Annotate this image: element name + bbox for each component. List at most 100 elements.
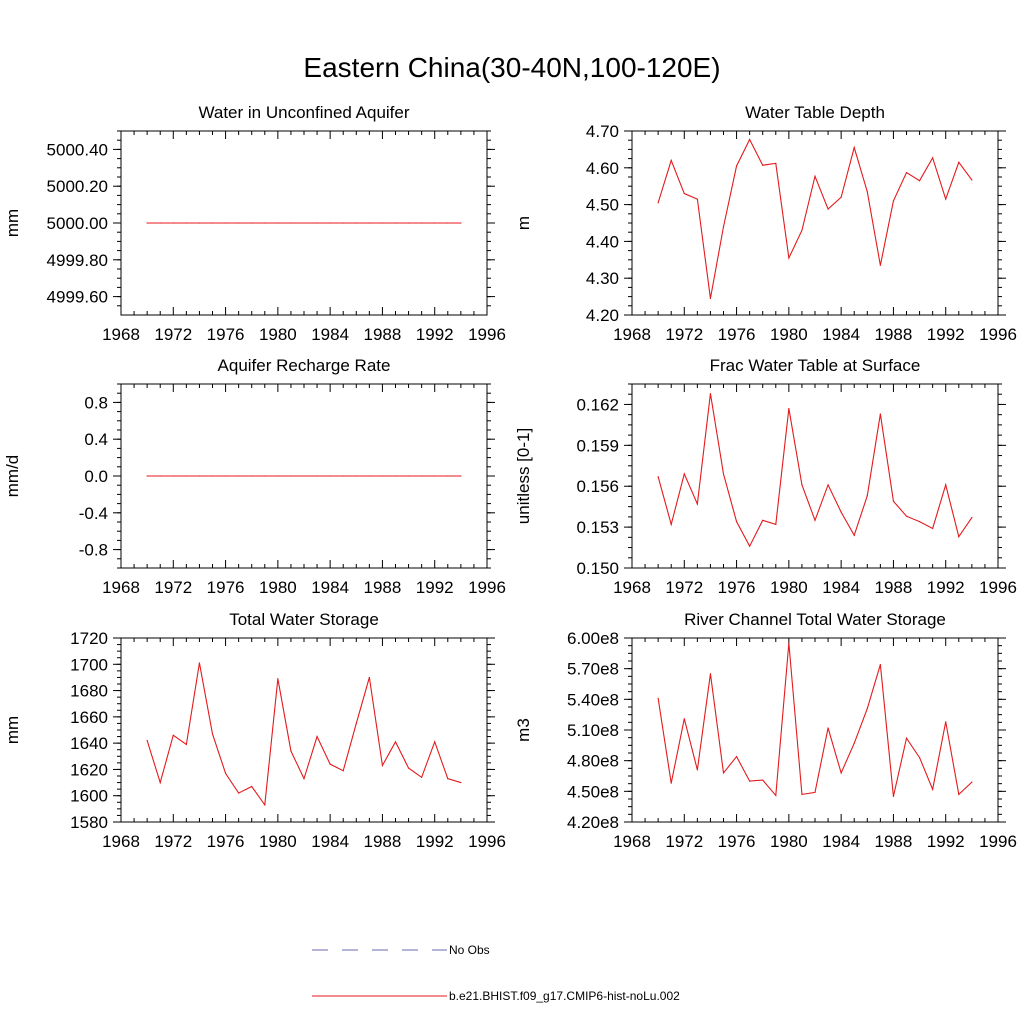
data-point [407, 475, 410, 477]
x-tick-label: 1988 [875, 832, 913, 851]
y-tick-label: 1620 [70, 760, 108, 779]
data-point [211, 733, 214, 735]
data-point [185, 743, 187, 746]
data-point [945, 721, 947, 723]
panel-title: Water in Unconfined Aquifer [198, 103, 409, 122]
panel-title: Total Water Storage [229, 610, 379, 629]
data-point [329, 222, 331, 224]
y-tick-label: 5000.00 [47, 214, 108, 233]
y-tick-label: 1720 [70, 629, 108, 648]
data-point [447, 222, 449, 224]
data-point [342, 475, 344, 477]
x-tick-label: 1972 [665, 832, 703, 851]
x-tick-label: 1984 [311, 578, 349, 597]
data-point [932, 157, 934, 159]
data-point [762, 164, 764, 166]
y-tick-label: 4999.80 [47, 251, 108, 270]
data-point [251, 475, 253, 477]
data-point [277, 222, 279, 224]
data-point [801, 229, 803, 231]
y-tick-label: 0.0 [84, 467, 108, 486]
y-tick-label: 1680 [70, 682, 108, 701]
data-point [932, 527, 934, 530]
data-point [159, 222, 161, 224]
data-point [657, 202, 659, 204]
x-tick-label: 1992 [416, 578, 454, 597]
y-tick-label: -0.8 [79, 541, 108, 560]
data-point [853, 146, 855, 149]
x-tick-label: 1968 [613, 578, 651, 597]
data-point [434, 222, 436, 224]
x-tick-label: 1972 [154, 325, 192, 344]
data-point [905, 515, 908, 517]
x-tick-label: 1980 [770, 832, 808, 851]
data-point [394, 222, 397, 224]
data-point [722, 226, 725, 228]
series-line [657, 643, 973, 797]
data-point [251, 222, 253, 224]
data-point [827, 208, 829, 210]
data-point [198, 662, 201, 664]
data-point [709, 673, 712, 675]
data-point [683, 473, 685, 475]
data-point [290, 475, 292, 477]
data-point [407, 222, 410, 224]
x-tick-label: 1996 [979, 832, 1017, 851]
data-point [146, 475, 148, 477]
data-point [394, 475, 397, 477]
data-point [224, 772, 227, 774]
data-point [238, 475, 240, 477]
data-point [892, 795, 895, 798]
x-tick-label: 1992 [927, 325, 965, 344]
x-tick-label: 1988 [875, 578, 913, 597]
data-point [945, 484, 947, 486]
y-tick-label: 0.153 [576, 518, 619, 537]
data-point [381, 222, 384, 224]
x-tick-label: 1996 [979, 325, 1017, 344]
panel-water-table-depth: Water Table Depth m 1968 1972 1976 1980 1984 19… [514, 103, 1017, 344]
panel-river-channel-total-water-storage: River Channel Total Water Storage m3 1968 1… [514, 610, 1017, 851]
x-tick-label: 1988 [875, 325, 913, 344]
data-point [238, 222, 240, 224]
x-tick-label: 1968 [613, 325, 651, 344]
data-point [185, 222, 187, 224]
data-point [407, 767, 410, 769]
data-point [762, 519, 764, 521]
data-point [303, 778, 305, 780]
y-tick-label: 0.8 [84, 393, 108, 412]
y-axis-label: unitless [0-1] [514, 428, 533, 524]
y-axis-label: m3 [514, 718, 533, 742]
x-tick-label: 1984 [311, 325, 349, 344]
x-tick-label: 1996 [979, 578, 1017, 597]
x-tick-label: 1988 [364, 578, 402, 597]
data-point [159, 781, 161, 784]
y-tick-label: 4999.60 [47, 288, 108, 307]
data-point [264, 804, 266, 806]
data-point [224, 222, 227, 224]
y-tick-label: 4.20e8 [567, 813, 619, 832]
x-tick-label: 1984 [822, 832, 860, 851]
data-point [971, 516, 973, 519]
y-tick-label: 0.162 [576, 395, 619, 414]
x-tick-label: 1992 [927, 832, 965, 851]
panel-water-in-unconfined-aquifer: Water in Unconfined Aquifer mm 1968 1972 197… [3, 103, 506, 344]
data-point [709, 392, 712, 395]
data-point [735, 165, 738, 167]
data-point [251, 785, 253, 788]
data-point [211, 475, 214, 477]
data-point [394, 741, 397, 743]
y-tick-label: 0.4 [84, 430, 108, 449]
data-point [198, 222, 201, 224]
y-tick-label: 5000.20 [47, 177, 108, 196]
data-point [971, 781, 973, 783]
data-point [460, 222, 462, 224]
data-point [316, 475, 318, 477]
data-point [290, 750, 292, 752]
x-tick-label: 1988 [364, 832, 402, 851]
x-tick-label: 1972 [665, 578, 703, 597]
data-point [788, 407, 790, 410]
data-point [866, 191, 868, 193]
data-point [775, 523, 777, 525]
data-point [722, 772, 725, 774]
